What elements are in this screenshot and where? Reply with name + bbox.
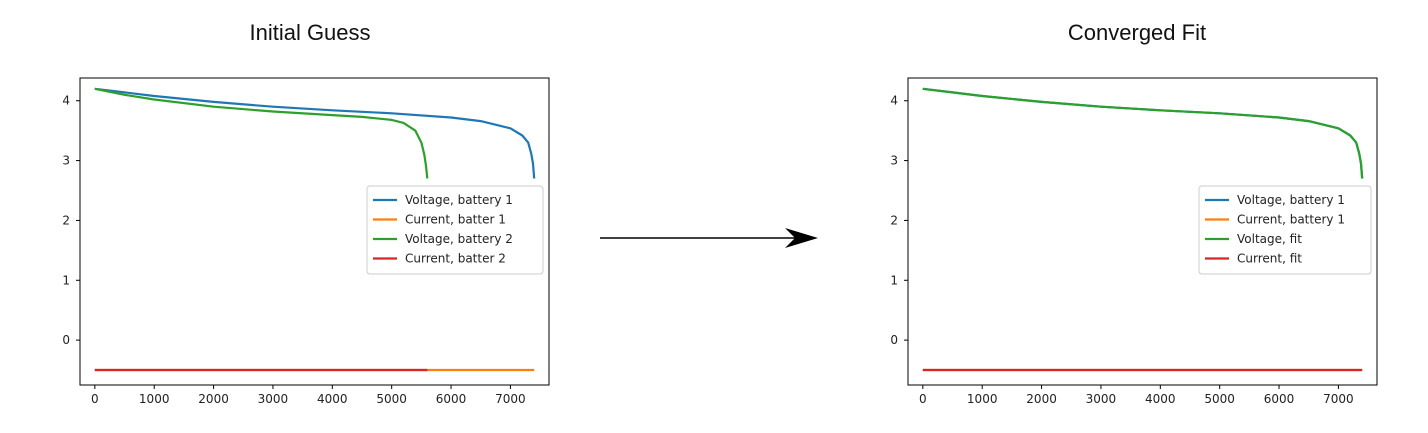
chart-title-initial-guess: Initial Guess [249, 20, 371, 45]
initial-y-tick-label: 1 [62, 273, 70, 287]
converged-legend-label-1: Voltage, battery 1 [1237, 193, 1345, 207]
converged-legend-label-3: Voltage, fit [1237, 232, 1302, 246]
converged-legend-label-2: Current, battery 1 [1237, 213, 1345, 227]
converged-axes-frame [907, 77, 1378, 386]
converged-x-tick-label: 5000 [1204, 392, 1235, 406]
initial-x-tick-label: 5000 [376, 392, 407, 406]
converged-y-tick-label: 3 [890, 154, 898, 168]
chart-initial-guess: 0 1000 2000 3000 4000 5000 6000 7000 0 1 2 3 4 Voltag… [62, 77, 550, 406]
converged-x-tick-label: 2000 [1026, 392, 1057, 406]
arrow-head-icon [785, 228, 818, 248]
initial-y-tick-label: 3 [62, 154, 70, 168]
arrow [600, 228, 818, 248]
converged-x-tick-label: 7000 [1323, 392, 1354, 406]
converged-series-line-3 [922, 87, 1364, 179]
converged-legend: Voltage, battery 1 Current, battery 1 Volt… [1198, 185, 1372, 275]
initial-legend-label-2: Current, batter 1 [405, 213, 506, 227]
converged-legend-box [1198, 185, 1372, 275]
initial-x-tick-label: 7000 [495, 392, 526, 406]
initial-x-tick-label: 6000 [436, 392, 467, 406]
converged-y-tick-label: 1 [890, 273, 898, 287]
initial-series-line-1 [94, 87, 536, 179]
initial-legend-label-1: Voltage, battery 1 [405, 193, 513, 207]
converged-y-tick-label: 0 [890, 333, 898, 347]
initial-legend-label-3: Voltage, battery 2 [405, 232, 513, 246]
converged-x-tick-label: 6000 [1264, 392, 1295, 406]
initial-x-tick-label: 4000 [317, 392, 348, 406]
initial-x-tick-label: 0 [91, 392, 99, 406]
converged-x-tick-label: 0 [919, 392, 927, 406]
initial-y-tick-label: 0 [62, 333, 70, 347]
converged-x-tick-label: 4000 [1145, 392, 1176, 406]
initial-x-tick-label: 3000 [258, 392, 289, 406]
initial-legend: Voltage, battery 1 Current, batter 1 Volta… [366, 185, 544, 275]
converged-x-tick-label: 1000 [967, 392, 998, 406]
initial-x-tick-label: 1000 [139, 392, 170, 406]
initial-series-line-3 [94, 87, 429, 179]
chart-title-converged-fit: Converged Fit [1067, 20, 1207, 45]
converged-y-tick-label: 2 [890, 213, 898, 227]
initial-y-tick-label: 2 [62, 213, 70, 227]
initial-legend-box [366, 185, 544, 275]
chart-converged-fit: 0 1000 2000 3000 4000 5000 6000 7000 0 1 2 3 4 Voltag… [890, 77, 1378, 406]
initial-axes-frame [79, 77, 550, 386]
converged-y-tick-label: 4 [890, 94, 898, 108]
converged-x-tick-label: 3000 [1086, 392, 1117, 406]
initial-legend-label-4: Current, batter 2 [405, 252, 506, 266]
converged-legend-label-4: Current, fit [1237, 252, 1302, 266]
converged-series-line-1 [922, 87, 1364, 179]
initial-y-tick-label: 4 [62, 94, 70, 108]
initial-x-tick-label: 2000 [198, 392, 229, 406]
